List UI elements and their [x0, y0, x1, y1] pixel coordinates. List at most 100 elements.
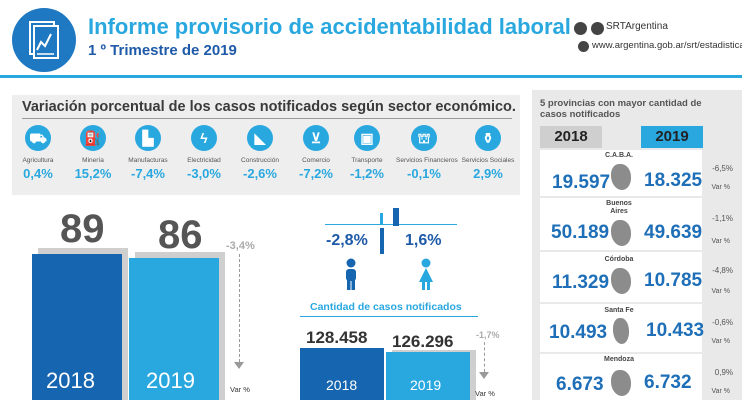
sector-label: Manufacturas	[128, 157, 168, 164]
sector-label: Minería	[82, 157, 104, 164]
sector-value: 2,9%	[473, 166, 503, 181]
bar-year-2019: 2019	[146, 368, 195, 393]
sector-label: Servicios Sociales	[461, 157, 515, 164]
sector-comercio: ⊻ Comercio -7,2%	[288, 125, 344, 181]
twitter-icon[interactable]	[591, 22, 604, 35]
male-variation: -2,8%	[326, 232, 368, 249]
sector-manufacturas: ▙ Manufacturas -7,4%	[120, 125, 176, 181]
var-label: Var %	[475, 389, 495, 398]
cases-value-2018: 128.458	[306, 328, 368, 347]
province-variation: -4,8%	[712, 266, 733, 275]
province-variation: -6,5%	[712, 164, 733, 173]
province-name: Córdoba	[604, 256, 634, 263]
variation-arrow-line	[484, 342, 485, 372]
province-name: C.A.B.A.	[605, 152, 633, 159]
province-map-icon	[611, 370, 631, 396]
page-title: Informe provisorio de accidentabilidad l…	[88, 14, 571, 39]
provinces-heading: 5 provincias con mayor cantidad de casos…	[540, 98, 702, 120]
divider	[22, 118, 512, 119]
var-label: Var %	[711, 338, 730, 345]
report-logo-icon	[12, 8, 76, 72]
sector-label: Electricidad	[187, 157, 221, 164]
tractor-icon: ⛟	[25, 125, 51, 151]
province-name: Mendoza	[604, 356, 634, 363]
female-variation: 1,6%	[405, 232, 442, 249]
down-arrow-icon	[479, 372, 489, 379]
sector-servicios-sociales: ⚱ Servicios Sociales 2,9%	[460, 125, 516, 181]
province-variation: -1,1%	[712, 214, 733, 223]
year-header-2019: 2019	[641, 126, 703, 148]
var-label: Var %	[230, 385, 250, 394]
cart-icon: ⊻	[303, 125, 329, 151]
sector-value: -1,2%	[350, 166, 384, 181]
social-handle[interactable]: SRTArgentina	[606, 21, 668, 32]
cases-year-2018: 2018	[326, 377, 358, 393]
province-value-2019: 49.639	[644, 222, 703, 243]
bottles-icon: ⚱	[475, 125, 501, 151]
sector-value: -3,0%	[187, 166, 221, 181]
province-value-2018: 11.329	[552, 272, 610, 293]
sector-value: 0,4%	[23, 166, 53, 181]
bar-year-2018: 2018	[46, 368, 95, 393]
province-value-2018: 50.189	[551, 222, 610, 243]
down-arrow-icon	[234, 362, 244, 369]
province-map-icon	[611, 220, 631, 246]
province-name: Santa Fe	[604, 307, 634, 314]
var-label: Var %	[711, 288, 730, 295]
province-map-icon	[611, 268, 631, 294]
oil-pump-icon: ⛽	[80, 125, 106, 151]
sector-servicios-financieros: ⛫ Servicios Financieros -0,1%	[396, 125, 458, 181]
website-link[interactable]: www.argentina.gob.ar/srt/estadisticas	[592, 40, 742, 51]
sector-value: -2,6%	[243, 166, 277, 181]
province-value-2019: 10.433	[646, 320, 705, 341]
province-map-icon	[613, 318, 629, 344]
province-value-2019: 18.325	[644, 170, 703, 191]
year-header-2018: 2018	[540, 126, 602, 148]
header-divider	[0, 75, 742, 78]
sector-transporte: ▣ Transporte -1,2%	[339, 125, 395, 181]
bar-2018	[32, 254, 122, 400]
gender-divider	[325, 224, 457, 225]
province-map-icon	[611, 164, 631, 190]
province-name: Buenos Aires	[606, 200, 632, 215]
sector-value: -7,2%	[299, 166, 333, 181]
page-subtitle: 1 º Trimestre de 2019	[88, 42, 237, 59]
var-label: Var %	[711, 184, 730, 191]
bar-2019	[129, 258, 219, 400]
bus-icon: ▣	[354, 125, 380, 151]
cases-title: Cantidad de casos notificados	[310, 301, 462, 313]
sector-label: Transporte	[351, 157, 383, 164]
social-icons	[574, 22, 604, 35]
province-value-2018: 10.493	[549, 322, 608, 343]
sector-value: -0,1%	[407, 166, 441, 181]
gender-marker	[393, 208, 399, 226]
province-value-2019: 6.732	[644, 372, 692, 393]
sector-mineria: ⛽ Minería 15,2%	[65, 125, 121, 181]
sector-agricultura: ⛟ Agricultura 0,4%	[10, 125, 66, 181]
cases-bar-2019	[386, 352, 470, 400]
instagram-icon[interactable]	[574, 22, 587, 35]
var-label: Var %	[711, 238, 730, 245]
index-value-2018: 89	[60, 207, 105, 251]
sector-electricidad: ϟ Electricidad -3,0%	[176, 125, 232, 181]
province-variation: -0,6%	[712, 318, 733, 327]
cases-variation: -1,7%	[476, 330, 500, 340]
sector-value: 15,2%	[74, 166, 112, 181]
index-variation: -3,4%	[226, 240, 255, 252]
sector-label: Comercio	[302, 157, 330, 164]
sector-label: Servicios Financieros	[396, 157, 458, 164]
cases-divider	[300, 316, 478, 317]
gender-tick	[380, 213, 383, 225]
web-icon	[578, 41, 589, 52]
cases-value-2019: 126.296	[392, 332, 454, 351]
bank-icon: ⛫	[411, 125, 437, 151]
cases-year-2019: 2019	[410, 377, 442, 393]
sector-label: Agricultura	[22, 157, 54, 164]
sector-label: Construcción	[241, 157, 279, 164]
lightning-icon: ϟ	[191, 125, 217, 151]
var-label: Var %	[711, 388, 730, 395]
man-icon	[344, 258, 358, 295]
province-value-2018: 6.673	[556, 374, 604, 395]
wheelbarrow-icon: ◣	[247, 125, 273, 151]
province-value-2019: 10.785	[644, 270, 703, 291]
